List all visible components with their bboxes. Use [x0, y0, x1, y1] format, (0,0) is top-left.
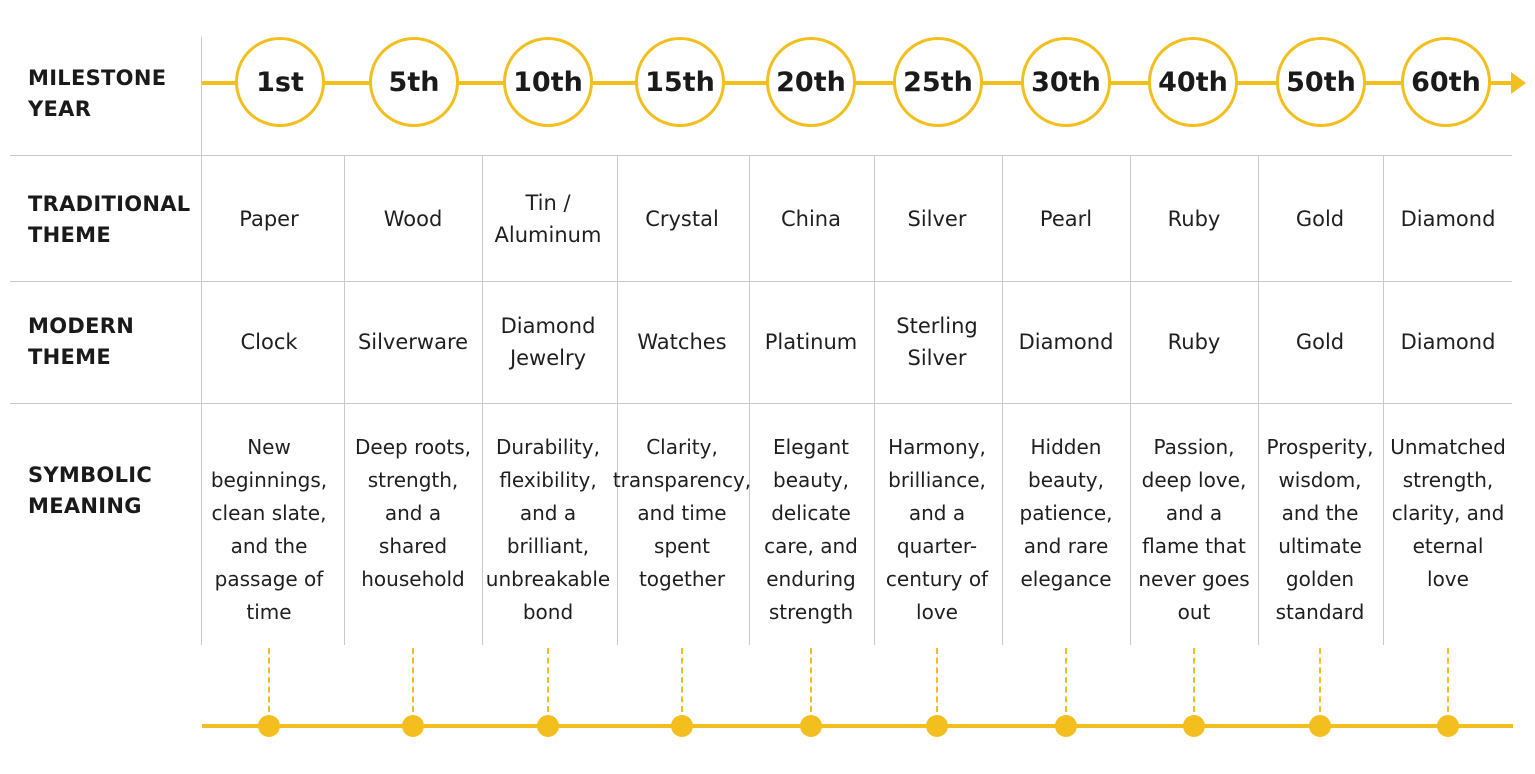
- milestone-year-circle: 50th: [1276, 37, 1366, 127]
- grid-line-horizontal: [10, 155, 1512, 156]
- grid-line-vertical: [482, 156, 483, 645]
- timeline-dot: [1055, 715, 1077, 737]
- grid-line-vertical: [749, 156, 750, 645]
- traditional-theme-cell: Gold: [1295, 207, 1345, 231]
- connector-dashed-line: [1193, 648, 1195, 712]
- grid-line-horizontal: [10, 403, 1512, 404]
- milestone-year-circle: 10th: [503, 37, 593, 127]
- grid-line-vertical: [201, 37, 202, 645]
- connector-dashed-line: [681, 648, 683, 712]
- top-timeline-line: [201, 81, 1514, 85]
- grid-line-vertical: [1383, 156, 1384, 645]
- symbolic-meaning-cell: Elegant beauty, delicate care, and endur…: [764, 435, 858, 624]
- symbolic-meaning-cell: Prosperity, wisdom, and the ultimate gol…: [1266, 435, 1374, 624]
- milestone-year-circle: 25th: [893, 37, 983, 127]
- timeline-arrow-icon: [1511, 72, 1526, 94]
- connector-dashed-line: [936, 648, 938, 712]
- modern-theme-cell: Diamond: [1400, 330, 1496, 354]
- modern-theme-cell: Clock: [240, 330, 298, 354]
- milestone-year-circle: 60th: [1401, 37, 1491, 127]
- connector-dashed-line: [1319, 648, 1321, 712]
- timeline-dot: [1309, 715, 1331, 737]
- row-label-milestone-year: MILESTONE YEAR: [28, 66, 167, 121]
- modern-theme-cell: Platinum: [764, 330, 858, 354]
- connector-dashed-line: [1065, 648, 1067, 712]
- modern-theme-cell: Diamond Jewelry: [500, 314, 596, 370]
- modern-theme-cell: Silverware: [357, 330, 469, 354]
- symbolic-meaning-cell: Passion, deep love, and a flame that nev…: [1138, 435, 1250, 624]
- milestone-year-circle: 20th: [766, 37, 856, 127]
- timeline-dot: [1183, 715, 1205, 737]
- milestone-year-circle: 1st: [235, 37, 325, 127]
- symbolic-meaning-cell: Deep roots, strength, and a shared house…: [355, 435, 471, 591]
- grid-line-vertical: [874, 156, 875, 645]
- connector-dashed-line: [268, 648, 270, 712]
- grid-line-vertical: [1258, 156, 1259, 645]
- symbolic-meaning-cell: Durability, flexibility, and a brilliant…: [485, 435, 611, 624]
- traditional-theme-cell: Silver: [907, 207, 967, 231]
- timeline-dot: [537, 715, 559, 737]
- bottom-timeline-line: [202, 724, 1513, 728]
- traditional-theme-cell: Wood: [383, 207, 443, 231]
- traditional-theme-cell: Paper: [239, 207, 299, 231]
- milestone-year-circle: 30th: [1021, 37, 1111, 127]
- modern-theme-cell: Sterling Silver: [896, 314, 978, 370]
- traditional-theme-cell: Ruby: [1167, 207, 1221, 231]
- traditional-theme-cell: China: [781, 207, 841, 231]
- milestone-year-circle: 40th: [1148, 37, 1238, 127]
- connector-dashed-line: [412, 648, 414, 712]
- connector-dashed-line: [810, 648, 812, 712]
- modern-theme-cell: Gold: [1295, 330, 1345, 354]
- milestone-year-circle: 5th: [369, 37, 459, 127]
- timeline-dot: [402, 715, 424, 737]
- modern-theme-cell: Ruby: [1167, 330, 1221, 354]
- traditional-theme-cell: Diamond: [1400, 207, 1496, 231]
- timeline-dot: [926, 715, 948, 737]
- grid-line-vertical: [344, 156, 345, 645]
- row-label-traditional-theme: TRADITIONAL THEME: [28, 192, 191, 247]
- traditional-theme-cell: Tin / Aluminum: [494, 191, 602, 247]
- modern-theme-cell: Watches: [637, 330, 727, 354]
- timeline-dot: [800, 715, 822, 737]
- grid-line-vertical: [1130, 156, 1131, 645]
- timeline-dot: [258, 715, 280, 737]
- symbolic-meaning-cell: Unmatched strength, clarity, and eternal…: [1390, 435, 1506, 591]
- modern-theme-cell: Diamond: [1018, 330, 1114, 354]
- symbolic-meaning-cell: Harmony, brilliance, and a quarter- cent…: [885, 435, 989, 624]
- row-label-symbolic-meaning: SYMBOLIC MEANING: [28, 463, 153, 518]
- grid-line-vertical: [617, 156, 618, 645]
- traditional-theme-cell: Crystal: [645, 207, 719, 231]
- grid-line-horizontal: [10, 281, 1512, 282]
- row-label-modern-theme: MODERN THEME: [28, 314, 135, 369]
- connector-dashed-line: [1447, 648, 1449, 712]
- symbolic-meaning-cell: Hidden beauty, patience, and rare elegan…: [1019, 435, 1113, 591]
- timeline-dot: [1437, 715, 1459, 737]
- symbolic-meaning-cell: Clarity, transparency, and time spent to…: [612, 435, 752, 591]
- connector-dashed-line: [547, 648, 549, 712]
- symbolic-meaning-cell: New beginnings, clean slate, and the pas…: [210, 435, 328, 624]
- traditional-theme-cell: Pearl: [1039, 207, 1093, 231]
- grid-line-vertical: [1002, 156, 1003, 645]
- milestone-year-circle: 15th: [635, 37, 725, 127]
- timeline-dot: [671, 715, 693, 737]
